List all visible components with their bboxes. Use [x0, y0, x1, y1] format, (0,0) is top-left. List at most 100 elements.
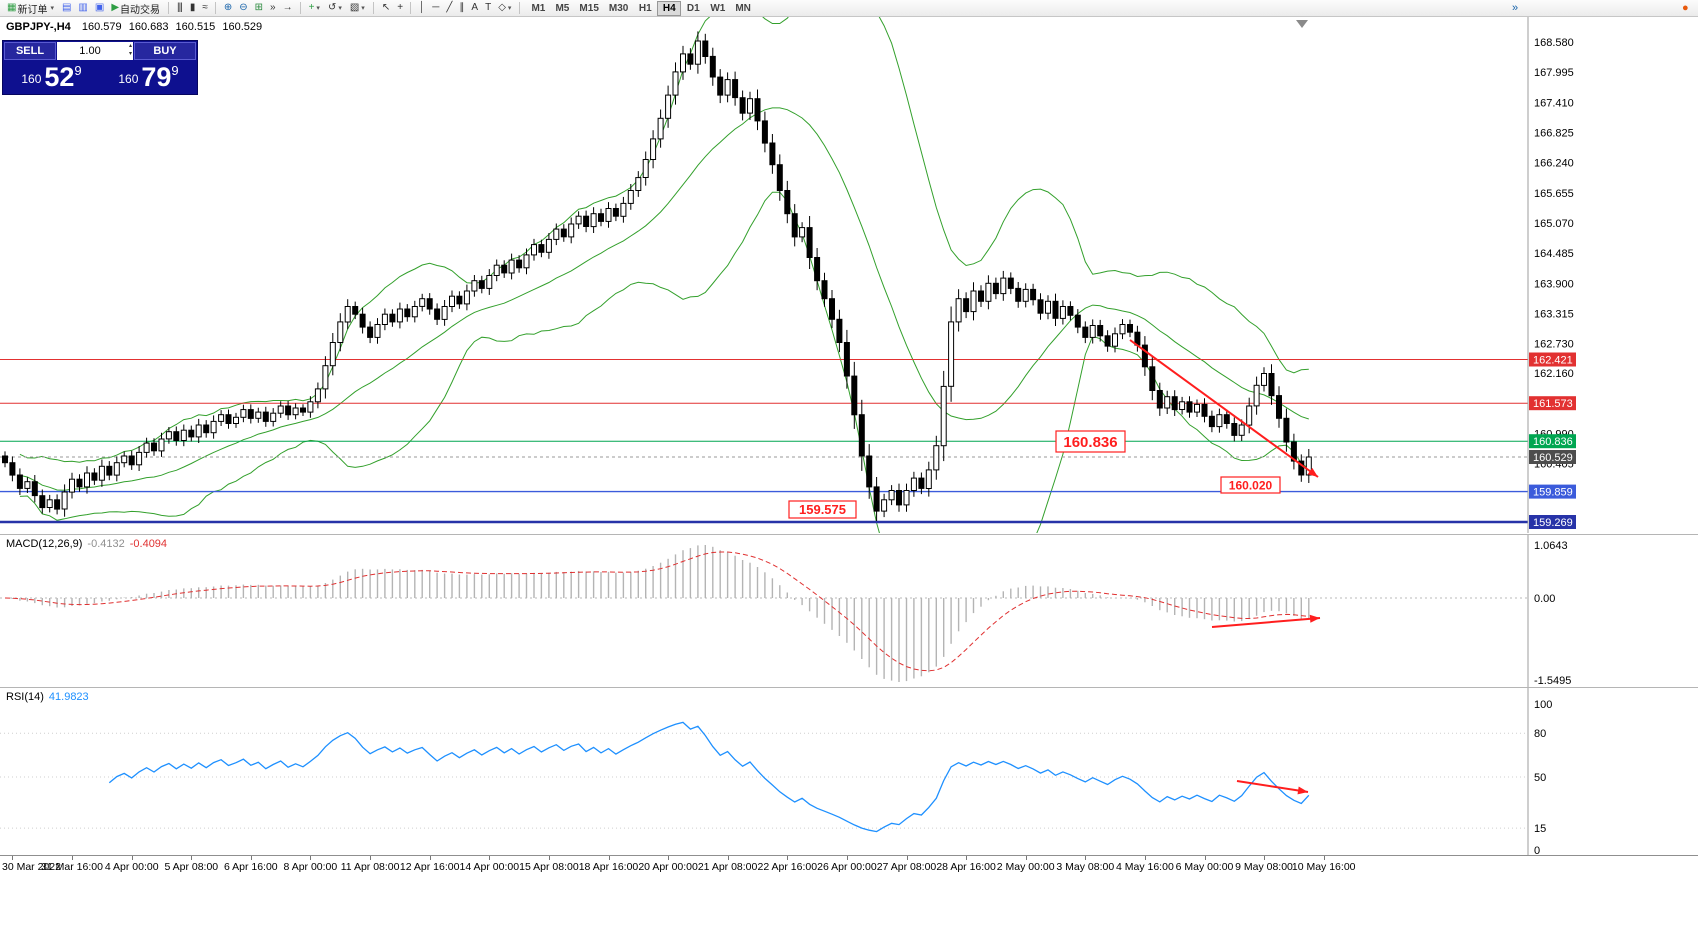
templates-button[interactable]: ▧ ▾: [346, 1, 369, 16]
crosshair-button[interactable]: +: [393, 1, 406, 16]
price-axis-label: 167.995: [1534, 67, 1574, 79]
candle: [1045, 300, 1051, 314]
zoom-in-button[interactable]: ⊕: [220, 1, 235, 16]
candle: [121, 455, 128, 464]
candlestick-type-button[interactable]: ▮: [186, 1, 199, 16]
candle: [1127, 324, 1133, 333]
equidistant-channel-button[interactable]: ∥: [455, 1, 467, 16]
zoom-out-button[interactable]: ⊖: [235, 1, 250, 16]
timeframe-h4-button[interactable]: H4: [657, 0, 682, 16]
toolbar-separator: [519, 2, 521, 14]
auto-trading-button[interactable]: ▶ 自动交易: [107, 1, 164, 16]
one-click-trading-panel: SELL 1.00 ▴ ▾ BUY 160 52 9 160 79 9: [2, 40, 198, 95]
timeframe-mn-button[interactable]: MN: [730, 1, 756, 16]
horizontal-line-button[interactable]: ─: [428, 1, 442, 16]
price-annotation-box[interactable]: [1055, 430, 1126, 453]
candle: [54, 499, 61, 510]
candle: [359, 313, 366, 328]
rsi-canvas[interactable]: 100 80 50 15 0: [0, 688, 1698, 856]
market-watch-button[interactable]: ▥: [74, 1, 90, 16]
notification-icon[interactable]: ●: [1682, 2, 1689, 14]
price-annotation-box[interactable]: [788, 500, 857, 519]
main-chart-canvas[interactable]: 168.580 167.995 167.410 166.825 166.240 165.6…: [0, 17, 1698, 533]
candle: [292, 407, 299, 416]
chart-window-button[interactable]: ▤: [58, 1, 74, 16]
candle: [516, 259, 523, 269]
ask-price[interactable]: 160 79 9: [100, 61, 197, 94]
timeframe-h1-button[interactable]: H1: [633, 1, 657, 16]
bar-low-value: 160.515: [175, 21, 216, 33]
time-axis-label: 10 May 16:00: [1291, 861, 1356, 873]
spinner-down-icon[interactable]: ▾: [128, 50, 132, 57]
timeframe-w1-button[interactable]: W1: [705, 1, 730, 16]
time-axis[interactable]: 30 Mar 2022 31 Mar 16:00 4 Apr 00:00 5 Apr …: [0, 855, 1698, 877]
price-axis-label: 162.160: [1534, 368, 1574, 380]
volume-spinner[interactable]: ▴ ▾: [129, 43, 132, 59]
bid-price[interactable]: 160 52 9: [3, 61, 100, 94]
timeframe-m1-button[interactable]: M1: [526, 1, 550, 16]
indicators-button[interactable]: + ▾: [305, 1, 324, 16]
candle: [1164, 396, 1171, 409]
macd-canvas[interactable]: 1.0643 0.00 -1.5495: [0, 535, 1698, 687]
candle: [933, 445, 940, 471]
chart-shift-button[interactable]: →: [279, 1, 296, 16]
timeframe-m5-button[interactable]: M5: [550, 1, 574, 16]
cursor-button[interactable]: ↖: [378, 1, 393, 16]
price-tag-label: 161.573: [1533, 398, 1573, 410]
macd-main-value: -0.4132: [87, 538, 125, 550]
candle: [1305, 456, 1312, 476]
candle: [829, 298, 835, 320]
chart-shift-marker[interactable]: [1296, 20, 1308, 28]
tile-windows-button[interactable]: ⊞: [251, 1, 266, 16]
candle: [717, 76, 724, 96]
candle: [687, 53, 694, 65]
timeframe-m15-button[interactable]: M15: [574, 1, 603, 16]
auto-scroll-button[interactable]: »: [266, 1, 279, 16]
new-order-button[interactable]: ▦ 新订单 ▾: [3, 1, 58, 16]
time-axis-label: 31 Mar 16:00: [41, 861, 103, 873]
periods-button[interactable]: ↺ ▾: [324, 1, 346, 16]
candle: [151, 442, 157, 452]
time-axis-label: 18 Apr 16:00: [578, 861, 639, 873]
price-annotation-box[interactable]: [1220, 476, 1281, 494]
bar-chart-type-button[interactable]: |||: [173, 1, 186, 16]
candle: [702, 40, 709, 57]
candle: [754, 98, 761, 122]
candle: [568, 223, 575, 238]
timeframe-d1-button[interactable]: D1: [681, 1, 705, 16]
spinner-up-icon[interactable]: ▴: [128, 43, 132, 49]
candle: [255, 411, 262, 419]
price-axis[interactable]: 168.580 167.995 167.410 166.825 166.240 165.6…: [1527, 17, 1576, 533]
candle: [1216, 414, 1223, 428]
candle: [747, 98, 753, 114]
time-axis-tick: [310, 856, 312, 860]
time-axis-tick: [1085, 856, 1087, 860]
shapes-button[interactable]: ◇ ▾: [494, 1, 515, 16]
candle: [1186, 401, 1193, 413]
price-tag: [1529, 396, 1576, 411]
timeframe-m30-button[interactable]: M30: [604, 1, 633, 16]
sell-button[interactable]: SELL: [4, 42, 56, 60]
buy-button[interactable]: BUY: [134, 42, 196, 60]
candle: [1015, 287, 1022, 302]
chart-shift-icon: →: [282, 2, 293, 13]
price-tag: [1529, 352, 1576, 367]
zoom-out-icon: ⊖: [239, 2, 247, 13]
chart-window-icon: ▤: [61, 2, 72, 13]
volume-input[interactable]: 1.00 ▴ ▾: [57, 42, 133, 60]
candle: [478, 280, 485, 289]
candlestick-type-icon: ▮: [189, 2, 195, 13]
macd-axis-label: 1.0643: [1534, 540, 1568, 552]
candle: [970, 290, 977, 313]
candle: [873, 486, 880, 512]
terminal-button[interactable]: ▣: [91, 1, 107, 16]
text-label-button[interactable]: T: [481, 1, 494, 16]
trendline-button[interactable]: ╱: [442, 1, 455, 16]
line-chart-type-button[interactable]: ≈: [198, 1, 211, 16]
candle: [732, 79, 739, 99]
text-button[interactable]: A: [467, 1, 481, 16]
vertical-line-button[interactable]: │: [415, 1, 428, 16]
candle: [583, 215, 590, 227]
dock-panels-icon[interactable]: »: [1512, 2, 1519, 14]
